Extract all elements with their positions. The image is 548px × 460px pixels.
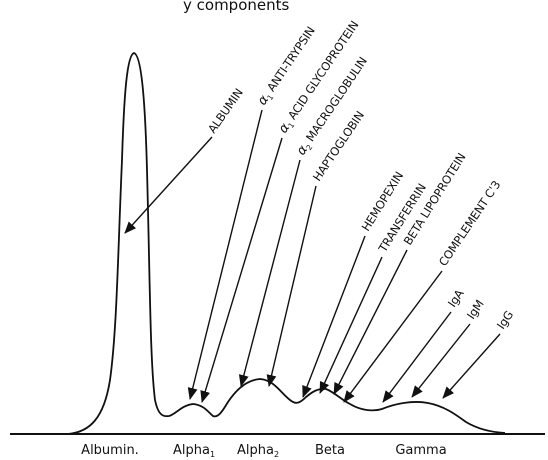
- arrow-iga: [382, 311, 452, 403]
- region-albumin: Albumin.: [81, 443, 139, 458]
- electrophoresis-curve: [67, 52, 506, 435]
- arrow-beta-lipoprotein: [333, 249, 408, 395]
- region-alpha1: Alpha1: [173, 443, 215, 459]
- label-igg: IgG: [494, 308, 516, 332]
- arrow-transferrin: [319, 256, 383, 394]
- arrow-a1-antitrypsin: [187, 109, 263, 400]
- arrow-complement-c3: [343, 270, 443, 403]
- title-fragment: y components: [183, 0, 290, 14]
- region-beta: Beta: [315, 443, 345, 458]
- component-labels: ALBUMIN α1 ANTI-TRYPSIN α1 ACID GLYCOPRO…: [205, 18, 516, 331]
- arrows: [124, 109, 501, 403]
- arrow-igg: [442, 333, 501, 399]
- label-albumin: ALBUMIN: [205, 86, 246, 136]
- region-labels: Albumin. Alpha1 Alpha2 Beta Gamma: [81, 443, 447, 459]
- arrow-albumin: [124, 136, 213, 234]
- label-iga: IgA: [445, 287, 467, 310]
- label-igm: IgM: [464, 297, 487, 321]
- arrow-a1-acid-glycoprotein: [200, 137, 283, 403]
- region-alpha2: Alpha2: [237, 443, 279, 459]
- region-gamma: Gamma: [395, 443, 446, 458]
- arrow-a2-macroglobulin: [238, 159, 301, 387]
- arrow-hemopexin: [302, 235, 366, 398]
- arrow-haptoglobin: [266, 185, 317, 387]
- arrow-igm: [411, 323, 471, 398]
